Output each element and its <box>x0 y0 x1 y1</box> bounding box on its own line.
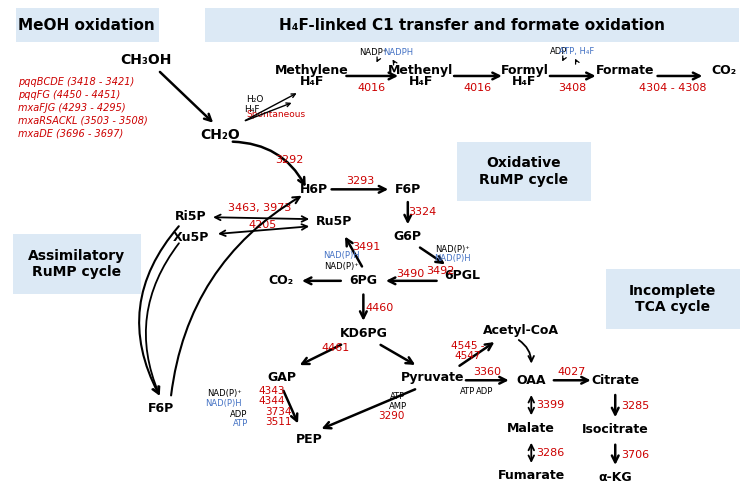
Text: CH₃OH: CH₃OH <box>120 53 172 67</box>
Text: ADP: ADP <box>551 46 568 55</box>
Text: mxaRSACKL (3503 - 3508): mxaRSACKL (3503 - 3508) <box>18 116 147 126</box>
Text: 6PGL: 6PGL <box>444 269 480 282</box>
Text: mxaDE (3696 - 3697): mxaDE (3696 - 3697) <box>18 129 123 139</box>
Text: OAA: OAA <box>517 374 546 387</box>
Text: 4016: 4016 <box>464 83 492 93</box>
Text: Assimilatory
RuMP cycle: Assimilatory RuMP cycle <box>28 249 126 279</box>
Text: H₄F: H₄F <box>300 75 324 88</box>
Text: 4304 - 4308: 4304 - 4308 <box>639 83 706 93</box>
Text: 6PG: 6PG <box>349 274 377 287</box>
Text: 4027: 4027 <box>557 367 586 377</box>
Text: 3706: 3706 <box>621 450 649 460</box>
Text: 4460: 4460 <box>365 303 393 313</box>
Text: 3408: 3408 <box>559 83 587 93</box>
Text: Methenyl: Methenyl <box>388 63 453 76</box>
Text: mxaFJG (4293 - 4295): mxaFJG (4293 - 4295) <box>18 103 125 113</box>
Text: H₄F: H₄F <box>244 105 260 114</box>
Text: Formate: Formate <box>596 63 654 76</box>
Text: KD6PG: KD6PG <box>340 327 387 340</box>
Bar <box>205 8 739 42</box>
Text: Xu5P: Xu5P <box>172 231 209 244</box>
Text: NAD(P)⁺: NAD(P)⁺ <box>207 389 242 398</box>
Text: ADP: ADP <box>476 387 494 396</box>
Text: Spontaneous: Spontaneous <box>247 110 306 119</box>
Text: Incomplete
TCA cycle: Incomplete TCA cycle <box>629 283 717 314</box>
Text: ATP: ATP <box>390 392 405 401</box>
Text: Pyruvate: Pyruvate <box>401 371 465 384</box>
Text: H₄F-linked C1 transfer and formate oxidation: H₄F-linked C1 transfer and formate oxida… <box>279 18 665 33</box>
Text: MeOH oxidation: MeOH oxidation <box>19 18 155 33</box>
Text: H₄F: H₄F <box>408 75 433 88</box>
Text: 3463, 3973: 3463, 3973 <box>228 203 291 213</box>
Text: 4547: 4547 <box>455 351 481 361</box>
Text: Malate: Malate <box>507 422 555 435</box>
Text: 3285: 3285 <box>621 401 649 411</box>
Text: Ri5P: Ri5P <box>175 210 206 223</box>
Text: 4343: 4343 <box>259 386 285 396</box>
Text: 3292: 3292 <box>275 155 304 165</box>
Text: 3324: 3324 <box>408 207 437 217</box>
Text: 4205: 4205 <box>248 220 277 230</box>
Text: 4461: 4461 <box>322 343 350 353</box>
Text: CH₂O: CH₂O <box>200 128 240 142</box>
Text: 4545 -: 4545 - <box>451 341 485 351</box>
Text: NAD(P)H: NAD(P)H <box>323 251 360 260</box>
Text: Citrate: Citrate <box>591 374 640 387</box>
Text: NAD(P)H: NAD(P)H <box>434 254 470 263</box>
Text: ATP: ATP <box>459 387 475 396</box>
Text: H6P: H6P <box>300 183 328 196</box>
Text: 3490: 3490 <box>396 269 425 279</box>
Text: 3511: 3511 <box>266 417 292 427</box>
Bar <box>607 269 740 328</box>
Text: CO₂: CO₂ <box>269 274 294 287</box>
Bar <box>13 234 141 294</box>
Text: PEP: PEP <box>295 434 322 447</box>
Text: F6P: F6P <box>148 402 174 415</box>
Text: 3734: 3734 <box>266 407 292 417</box>
Text: 4016: 4016 <box>358 83 385 93</box>
Text: ATP: ATP <box>233 419 248 428</box>
Text: α-KG: α-KG <box>598 471 632 484</box>
Text: CO₂: CO₂ <box>711 63 737 76</box>
Text: Isocitrate: Isocitrate <box>582 424 649 437</box>
Text: F6P: F6P <box>395 183 421 196</box>
Text: 4344: 4344 <box>259 396 285 406</box>
Text: NAD(P)H: NAD(P)H <box>205 399 242 408</box>
Text: ATP, H₄F: ATP, H₄F <box>559 46 595 55</box>
Text: Ru5P: Ru5P <box>316 215 352 228</box>
Text: pqqBCDE (3418 - 3421): pqqBCDE (3418 - 3421) <box>18 77 134 87</box>
Text: 3491: 3491 <box>352 242 381 252</box>
Text: 3399: 3399 <box>536 400 564 410</box>
Text: NADP⁺: NADP⁺ <box>359 47 387 56</box>
Bar <box>16 8 159 42</box>
Text: 3293: 3293 <box>346 176 375 187</box>
Text: 3290: 3290 <box>378 411 404 421</box>
Bar <box>457 142 590 201</box>
Text: ADP: ADP <box>230 410 248 419</box>
Text: Oxidative
RuMP cycle: Oxidative RuMP cycle <box>479 156 568 187</box>
Text: H₄F: H₄F <box>512 75 536 88</box>
Text: pqqFG (4450 - 4451): pqqFG (4450 - 4451) <box>18 90 120 100</box>
Text: NADPH: NADPH <box>383 47 413 56</box>
Text: G6P: G6P <box>393 230 422 243</box>
Text: H₂O: H₂O <box>246 95 263 104</box>
Text: NAD(P)⁺: NAD(P)⁺ <box>435 245 470 253</box>
Text: NAD(P)⁺: NAD(P)⁺ <box>324 262 359 271</box>
Text: 3360: 3360 <box>473 367 501 377</box>
Text: Acetyl-CoA: Acetyl-CoA <box>483 324 560 337</box>
Text: Formyl: Formyl <box>500 63 548 76</box>
Text: Fumarate: Fumarate <box>497 469 565 482</box>
Text: Methylene: Methylene <box>275 63 349 76</box>
Text: AMP: AMP <box>389 402 407 411</box>
Text: GAP: GAP <box>268 371 297 384</box>
Text: 3492: 3492 <box>426 266 455 276</box>
Text: 3286: 3286 <box>536 448 564 458</box>
